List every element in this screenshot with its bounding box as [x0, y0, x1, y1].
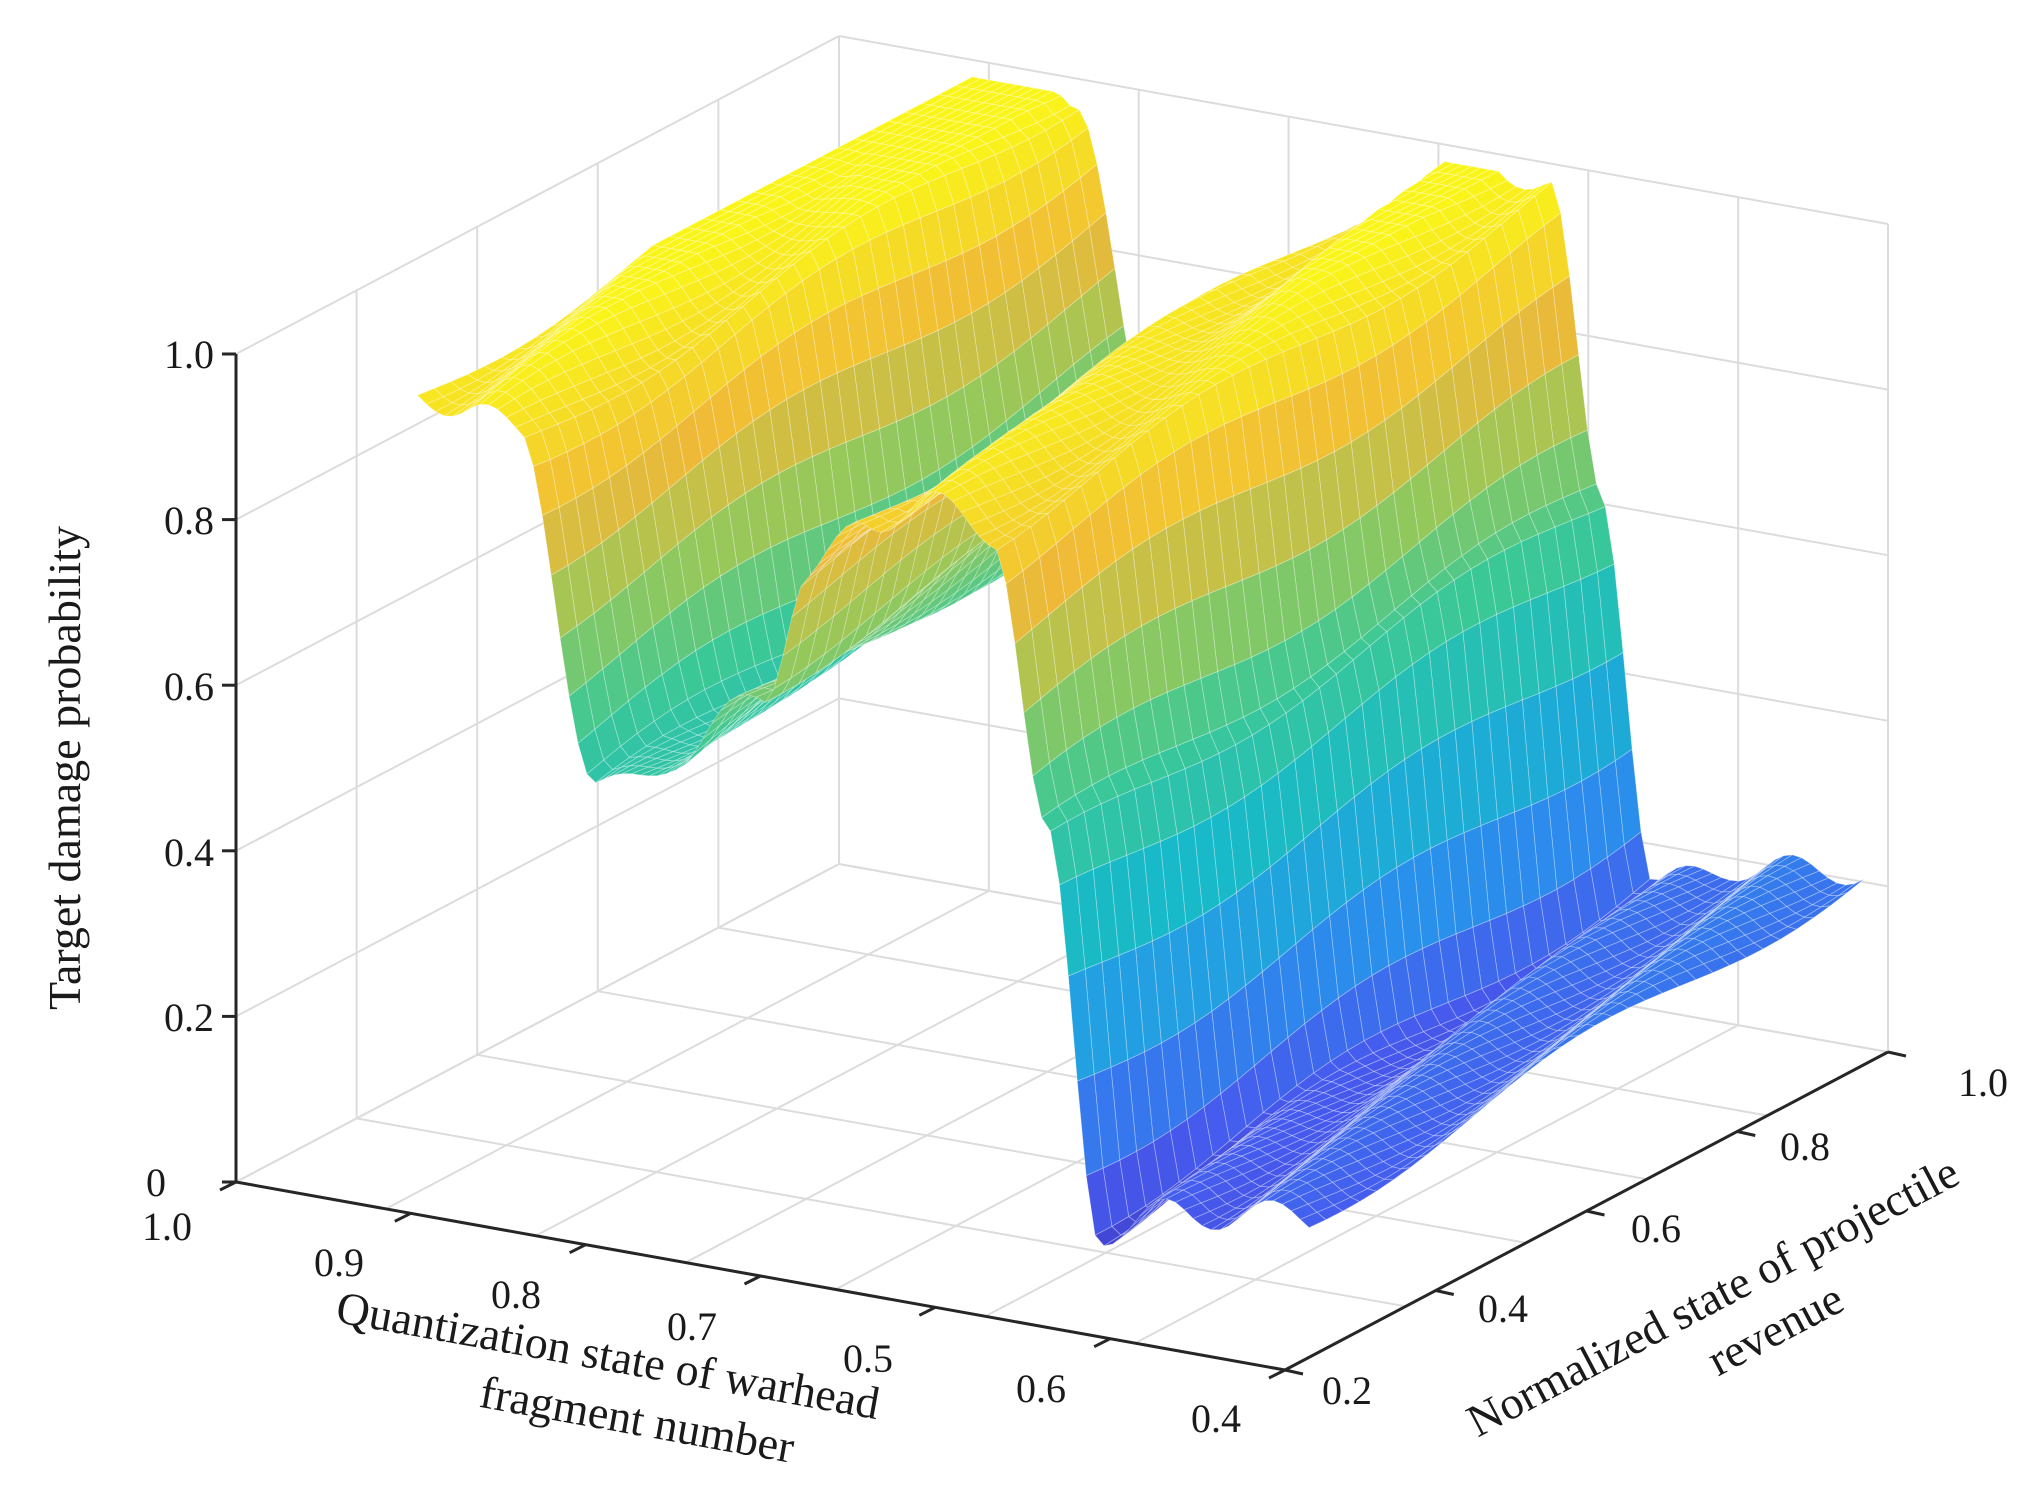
surface-facet — [1277, 759, 1305, 855]
x-tick-label: 0.6 — [1016, 1366, 1066, 1411]
surface-facet — [1702, 956, 1731, 974]
x-tick-mark — [394, 1211, 412, 1223]
surface-facet — [1437, 728, 1465, 841]
surface-facet — [1462, 622, 1490, 722]
surface-facet — [1686, 963, 1714, 981]
y-tick-mark — [1284, 1368, 1304, 1376]
grid-line-wall — [838, 35, 1889, 225]
z-tick-label: 0 — [146, 1160, 166, 1205]
x-tick-mark — [743, 1274, 762, 1286]
surface-facet — [1535, 286, 1563, 375]
surface-facet — [1366, 1178, 1395, 1192]
surface-facet — [1286, 838, 1314, 945]
y-tick-mark — [1887, 1050, 1907, 1058]
x-tick-mark — [1268, 1368, 1286, 1380]
surface-facet — [1327, 717, 1355, 812]
surface-facet — [1404, 747, 1431, 859]
y-tick-mark — [1435, 1289, 1455, 1296]
grid-line-wall — [235, 697, 840, 1018]
surface-facet — [1454, 720, 1482, 834]
z-tick-label: 0.2 — [164, 995, 214, 1040]
x-tick-label: 0.9 — [314, 1240, 364, 1285]
surface-facet — [1150, 775, 1178, 842]
z-tick-label: 1.0 — [164, 332, 214, 377]
z-tick-label: 0.8 — [164, 498, 214, 543]
y-tick-label: 0.6 — [1631, 1206, 1681, 1251]
surface-facet — [1463, 825, 1491, 928]
surface-facet — [1487, 549, 1514, 615]
x-tick-mark — [1093, 1337, 1111, 1349]
grid-line-wall — [235, 35, 840, 355]
surface-facet — [1059, 875, 1086, 977]
x-tick-mark — [219, 1180, 237, 1192]
surface-facet — [1299, 1211, 1327, 1229]
surface-facet — [1167, 768, 1195, 835]
grid-line-floor — [1134, 1024, 1739, 1345]
surface-facet — [1468, 1098, 1495, 1120]
surface-facet — [1083, 803, 1111, 870]
surface-facet — [1173, 441, 1201, 520]
surface-facet — [1770, 926, 1798, 941]
surface-facet — [1571, 513, 1598, 580]
x-tick-label: 0.5 — [843, 1336, 893, 1381]
surface-facet — [1635, 985, 1663, 1001]
y-tick-label: 0.2 — [1322, 1368, 1372, 1413]
surface-facet — [1518, 298, 1546, 386]
surface-facet — [1291, 388, 1318, 469]
surface-facet — [1148, 527, 1176, 618]
y-tick-mark — [1736, 1130, 1756, 1137]
grid-line-floor — [385, 889, 990, 1210]
x-tick-label: 0.8 — [491, 1272, 541, 1317]
surface-facet — [1216, 495, 1243, 588]
surface-facet — [1076, 1073, 1104, 1177]
surface-facet — [1349, 1188, 1378, 1203]
x-tick-mark — [918, 1305, 937, 1317]
axes — [219, 352, 1907, 1380]
surface-facet — [1518, 1058, 1545, 1077]
x-tick-label: 0.4 — [1191, 1396, 1241, 1441]
surface-facet — [1190, 432, 1218, 512]
surface-facet — [1066, 811, 1094, 878]
surface-facet — [1050, 820, 1077, 886]
grid-line-floor — [535, 916, 1140, 1237]
y-tick-label: 0.8 — [1780, 1124, 1830, 1169]
grid-line-floor — [356, 1117, 1406, 1308]
y-tick-mark — [1586, 1209, 1605, 1217]
x-tick-label: 0.7 — [667, 1304, 717, 1349]
z-tick-label: 0.4 — [164, 830, 214, 875]
y-axis-title-line-1: Normalized state of projectile — [1459, 1146, 1967, 1447]
grid-line-wall — [235, 863, 840, 1183]
y-tick-label: 0.4 — [1478, 1286, 1528, 1331]
x-axis-title: Quantization state of warhead fragment n… — [333, 1281, 884, 1472]
z-axis-title: Target damage probability — [39, 526, 90, 1010]
y-tick-label: 1.0 — [1958, 1060, 2008, 1105]
surface-facet — [1529, 592, 1557, 694]
z-tick-label: 0.6 — [164, 664, 214, 709]
surface-facet — [1093, 1066, 1121, 1169]
grid-line-floor — [477, 1053, 1527, 1244]
surface-facet — [1786, 916, 1815, 930]
surface-facet — [1370, 770, 1398, 879]
surface-facet — [1584, 1012, 1613, 1027]
surface-facet — [1547, 789, 1575, 890]
y-axis-title: Normalized state of projectile revenue — [1459, 1146, 1967, 1447]
surface-facet — [1554, 519, 1582, 587]
x-tick-mark — [568, 1243, 587, 1255]
x-tick-label: 1.0 — [142, 1204, 192, 1249]
surface-facet — [1316, 1204, 1344, 1221]
surface-facet — [1589, 661, 1616, 772]
surface-facet — [1243, 784, 1271, 881]
surface-mesh — [416, 76, 1865, 1247]
surface-facet — [1311, 731, 1338, 826]
